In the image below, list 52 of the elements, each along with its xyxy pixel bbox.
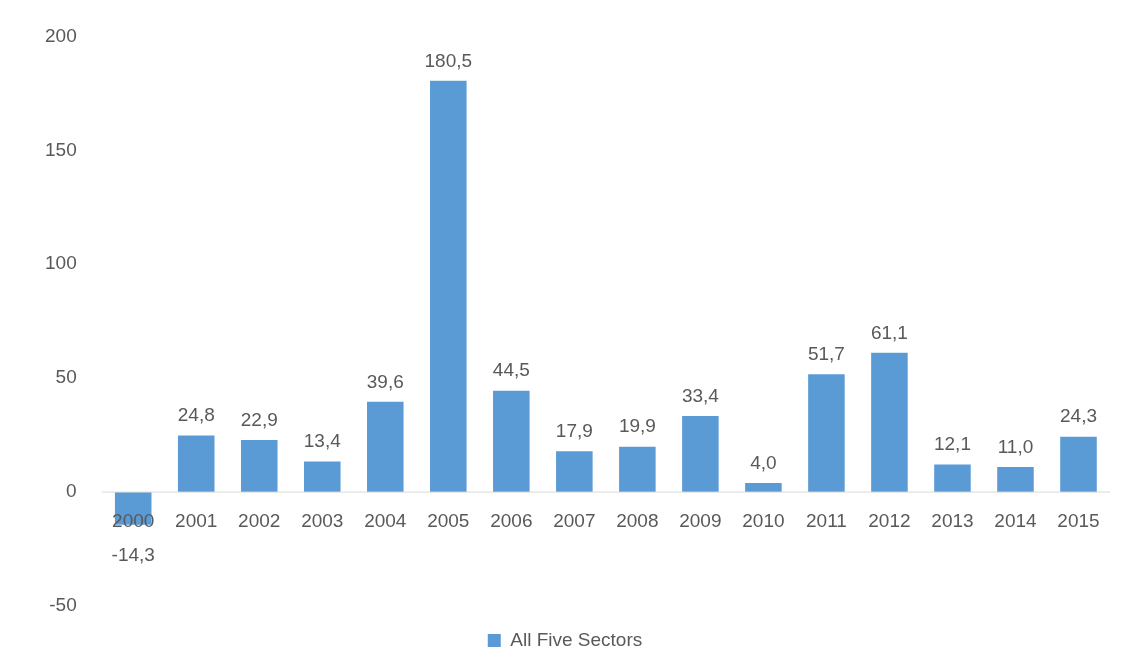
data-label: 12,1 [933, 433, 971, 455]
x-tick-label: 2010 [742, 509, 785, 531]
x-tick-label: 2006 [490, 509, 533, 531]
x-tick-label: 2009 [679, 509, 722, 531]
data-label: 24,8 [177, 404, 215, 426]
data-label: 13,4 [303, 430, 342, 452]
y-tick-label: 0 [66, 480, 77, 502]
bar [240, 439, 278, 493]
x-tick-label: 2005 [427, 509, 470, 531]
bar [493, 390, 530, 493]
x-tick-label: 2012 [868, 509, 911, 531]
bar [871, 352, 908, 493]
y-tick-label: 150 [45, 138, 77, 160]
x-tick-label: 2014 [994, 509, 1038, 531]
data-label: 44,5 [492, 359, 530, 381]
x-tick-label: 2008 [616, 509, 659, 531]
data-label: 61,1 [870, 321, 908, 343]
data-label: 33,4 [681, 384, 720, 406]
x-tick-label: 2015 [1057, 509, 1100, 531]
data-label: 4,0 [750, 451, 777, 473]
bar [808, 374, 845, 493]
x-tick-label: 2007 [553, 509, 596, 531]
bar [682, 415, 719, 493]
data-label: 19,9 [618, 415, 656, 437]
y-tick-label: 100 [45, 252, 77, 274]
data-label: -14,3 [111, 544, 155, 566]
data-label: 22,9 [240, 408, 278, 430]
bar [997, 467, 1034, 493]
y-tick-label: 50 [55, 366, 77, 388]
bar [303, 461, 341, 493]
x-tick-label: 2001 [175, 509, 218, 531]
x-tick-label: 2011 [805, 509, 847, 531]
x-tick-label: 2003 [301, 509, 344, 531]
legend-label: All Five Sectors [510, 628, 643, 650]
y-tick-label: 200 [45, 24, 77, 46]
bar [177, 435, 215, 493]
data-label: 11,0 [997, 435, 1034, 457]
data-label: 39,6 [366, 370, 404, 392]
data-label: 51,7 [807, 343, 845, 365]
x-tick-label: 2002 [238, 509, 281, 531]
x-tick-label: 2013 [931, 509, 974, 531]
bar [1060, 436, 1097, 493]
x-tick-label: 2004 [364, 509, 407, 531]
bar [934, 464, 971, 493]
bar [367, 401, 404, 493]
bar [430, 80, 467, 493]
data-label: 24,3 [1060, 405, 1097, 427]
bar [619, 446, 656, 493]
data-label: 17,9 [555, 420, 593, 442]
bar [556, 451, 593, 493]
y-tick-label: -50 [49, 594, 77, 616]
data-label: 180,5 [424, 49, 473, 71]
